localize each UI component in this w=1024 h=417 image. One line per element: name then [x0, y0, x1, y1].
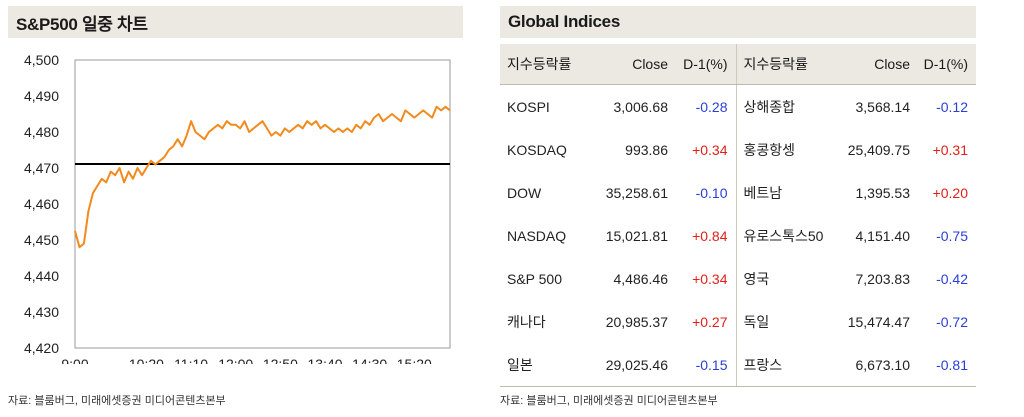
index-close: 3,568.14 [855, 98, 911, 115]
index-close: 35,258.61 [605, 184, 668, 201]
index-change: -0.72 [936, 313, 968, 330]
x-tick-label: 12:00 [218, 356, 253, 364]
y-tick-label: 4,470 [24, 160, 59, 176]
index-change: -0.28 [672, 84, 737, 128]
y-tick-label: 4,440 [24, 268, 59, 284]
header-change-1: D-1(%) [672, 44, 737, 85]
index-change: -0.10 [672, 171, 737, 214]
plot-frame [74, 59, 451, 349]
index-change: +0.84 [672, 214, 737, 257]
index-name: 일본 [500, 343, 596, 387]
index-name: 독일 [743, 313, 770, 330]
sp500-price-line [74, 105, 451, 249]
y-tick-label: 4,500 [24, 52, 59, 68]
index-name: 영국 [743, 270, 770, 287]
index-name: KOSPI [507, 98, 550, 115]
y-tick-label: 4,420 [24, 340, 59, 356]
index-name: 캐나다 [507, 313, 546, 330]
index-close: 4,486.46 [613, 270, 669, 287]
chart-title: S&P500 일중 차트 [8, 6, 463, 38]
index-change: +0.34 [672, 128, 737, 171]
header-close-2: Close [838, 44, 914, 85]
index-change: -0.12 [936, 98, 968, 115]
index-change: +0.27 [672, 300, 737, 343]
header-change-2: D-1(%) [914, 44, 976, 85]
index-change: +0.34 [672, 257, 737, 300]
index-close: 15,021.81 [605, 227, 668, 244]
x-tick-label: 11:10 [174, 356, 208, 364]
index-name: KOSDAQ [507, 141, 567, 158]
y-tick-label: 4,490 [24, 88, 59, 104]
index-change: +0.20 [932, 184, 968, 201]
table-row: NASDAQ 15,021.81 +0.84 유로스톡스50 4,151.40 -0.75 [500, 214, 976, 257]
x-tick-label: 13:40 [307, 356, 342, 364]
table-row: KOSPI 3,006.68 -0.28 상해종합 3,568.14 -0.12 [500, 84, 976, 128]
x-tick-label: 10:20 [129, 356, 164, 364]
y-tick-label: 4,480 [24, 124, 59, 140]
table-row: 캐나다 20,985.37 +0.27 독일 15,474.47 -0.72 [500, 300, 976, 343]
header-close-1: Close [596, 44, 672, 85]
x-tick-label: 9:00 [61, 356, 88, 364]
y-tick-label: 4,460 [24, 196, 59, 212]
index-close: 25,409.75 [847, 141, 910, 158]
x-tick-label: 15:20 [397, 356, 432, 364]
index-name: 유로스톡스50 [743, 227, 824, 244]
header-index-name-1: 지수등락률 [500, 44, 596, 85]
index-name: 프랑스 [736, 343, 838, 387]
index-change: -0.81 [914, 343, 976, 387]
index-name: 베트남 [743, 184, 783, 201]
index-close: 4,151.40 [855, 227, 911, 244]
index-close: 6,673.10 [838, 343, 914, 387]
index-close: 7,203.83 [855, 270, 911, 287]
index-close: 1,395.53 [855, 184, 911, 201]
indices-title: Global Indices [500, 6, 976, 38]
index-close: 15,474.47 [847, 313, 910, 330]
table-row: DOW 35,258.61 -0.10 베트남 1,395.53 +0.20 [500, 171, 976, 214]
global-indices-table: 지수등락률 Close D-1(%) 지수등락률 Close D-1(%) KO… [500, 44, 976, 387]
x-tick-label: 12:50 [263, 356, 298, 364]
header-index-name-2: 지수등락률 [736, 44, 838, 85]
index-name: NASDAQ [507, 227, 567, 244]
chart-source-note: 자료: 블룸버그, 미래에셋증권 미디어콘텐츠본부 [8, 395, 226, 407]
index-close: 20,985.37 [605, 313, 668, 330]
indices-source-note: 자료: 블룸버그, 미래에셋증권 미디어콘텐츠본부 [500, 395, 718, 407]
index-name: 홍콩항셍 [743, 141, 796, 158]
table-row: KOSDAQ 993.86 +0.34 홍콩항셍 25,409.75 +0.31 [500, 128, 976, 171]
table-header-row: 지수등락률 Close D-1(%) 지수등락률 Close D-1(%) [500, 44, 976, 85]
index-close: 29,025.46 [596, 343, 672, 387]
index-change: -0.42 [936, 270, 968, 287]
index-name: DOW [507, 184, 542, 201]
index-change: -0.15 [672, 343, 737, 387]
table-row: 일본 29,025.46 -0.15 프랑스 6,673.10 -0.81 [500, 343, 976, 387]
y-tick-label: 4,450 [24, 232, 59, 248]
table-row: S&P 500 4,486.46 +0.34 영국 7,203.83 -0.42 [500, 257, 976, 300]
sp500-intraday-chart: 4,420 4,430 4,440 4,450 4,460 4,470 4,480 4,490… [24, 52, 451, 364]
index-change: -0.75 [936, 227, 968, 244]
index-name: S&P 500 [507, 270, 563, 287]
index-name: 상해종합 [743, 98, 796, 115]
y-tick-label: 4,430 [24, 304, 59, 320]
index-close: 3,006.68 [613, 98, 669, 115]
index-close: 993.86 [625, 141, 668, 158]
index-change: +0.31 [932, 141, 968, 158]
x-tick-label: 14:30 [352, 356, 387, 364]
